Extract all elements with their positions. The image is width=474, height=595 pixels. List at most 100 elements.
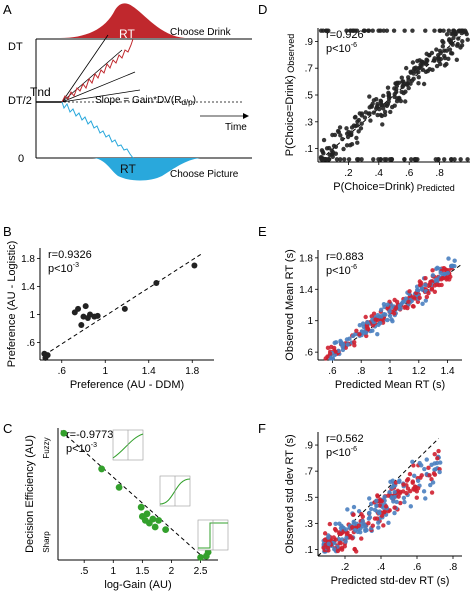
dt-half-label: DT/2 [8,95,32,107]
panel-d-chart: .2 .4 .6 .8 .1 .3 .5 .7 .9 P(Choice=Drink) Predic… [284,28,470,193]
data-point [412,473,417,479]
data-point [381,302,387,307]
data-point [420,301,425,306]
x-tick-label: .2 [344,168,353,179]
y-tick-label: .6 [27,338,36,349]
data-point [425,58,430,63]
data-point [370,328,375,333]
data-point [423,298,429,303]
data-point [363,314,368,320]
slope-arrows [61,34,141,103]
data-point [345,134,351,140]
data-point [451,35,456,41]
data-point [367,111,372,116]
y-tick-label: 1 [307,316,313,327]
data-point [356,509,362,514]
data-point [121,305,128,312]
data-point [392,505,397,510]
data-point [204,548,212,556]
data-point [348,533,353,539]
data-point [362,28,367,33]
data-point [454,57,460,62]
data-point [373,317,378,322]
data-point [343,527,349,532]
data-point [378,498,383,503]
data-point [421,60,426,65]
data-point [408,157,414,162]
x-tick-label: .6 [328,366,337,377]
data-point [378,157,383,162]
data-point [393,305,399,311]
x-tick-label: .4 [377,562,386,573]
slope-arrow [61,34,109,103]
data-point [403,99,408,104]
stat-p: p<10-6 [326,264,357,277]
data-point [414,495,419,500]
data-point [423,496,428,501]
data-point [60,429,68,437]
data-point [356,157,361,162]
data-point [419,463,424,468]
data-point [360,523,366,529]
data-point [447,47,453,52]
y-tick-label: .3 [305,519,314,530]
data-point [367,510,372,516]
x-tick-label: 1.4 [441,366,455,377]
data-point [349,125,355,130]
data-point [385,85,391,90]
data-point [436,448,441,454]
panel-letter-a: A [3,2,12,17]
data-point [337,125,343,130]
data-point [339,341,344,346]
data-point [143,510,151,518]
data-point [382,112,388,118]
y-axis-label: Preference (AU - Logistic) [6,241,18,368]
y-tick-label: .1 [305,144,314,155]
data-point [383,312,388,317]
data-point [430,279,435,284]
slope-label: Slope = Gain*DV(Rd/p) [95,95,196,107]
data-point [406,77,411,83]
x-tick-label: .8 [449,562,458,573]
y-axis-label: Observed Mean RT (s) [284,249,296,360]
data-point [385,302,390,307]
zero-label: 0 [18,153,24,165]
data-point [406,85,411,91]
y-top-label: Fuzzy [42,437,51,458]
data-point [379,101,384,107]
stat-r: r=0.562 [326,433,364,445]
data-point [332,546,337,552]
data-point [410,28,415,33]
data-point [397,303,402,309]
data-point [410,459,415,465]
data-point [459,43,465,48]
data-point [197,553,204,561]
data-point [402,28,407,33]
data-point [441,40,446,45]
data-point [318,28,324,33]
x-axis-label: Preference (AU - DDM) [70,379,184,391]
data-point [360,514,366,519]
data-point [412,157,418,162]
data-point [464,31,469,37]
data-point [369,314,374,319]
x-tick-label: .4 [375,168,384,179]
data-point [429,287,435,292]
data-point [430,480,436,485]
data-point [338,133,343,138]
data-point [399,75,404,80]
data-point [427,281,433,287]
data-point [345,342,351,347]
data-point [438,50,443,56]
data-point [363,110,369,115]
data-point [355,140,360,145]
data-point [413,65,419,70]
data-point [431,471,437,476]
data-point [75,305,82,312]
data-point [446,56,451,62]
data-point [344,143,350,148]
x-tick-label: .2 [341,562,350,573]
x-tick-label: 1 [102,366,108,377]
data-point [391,311,397,316]
